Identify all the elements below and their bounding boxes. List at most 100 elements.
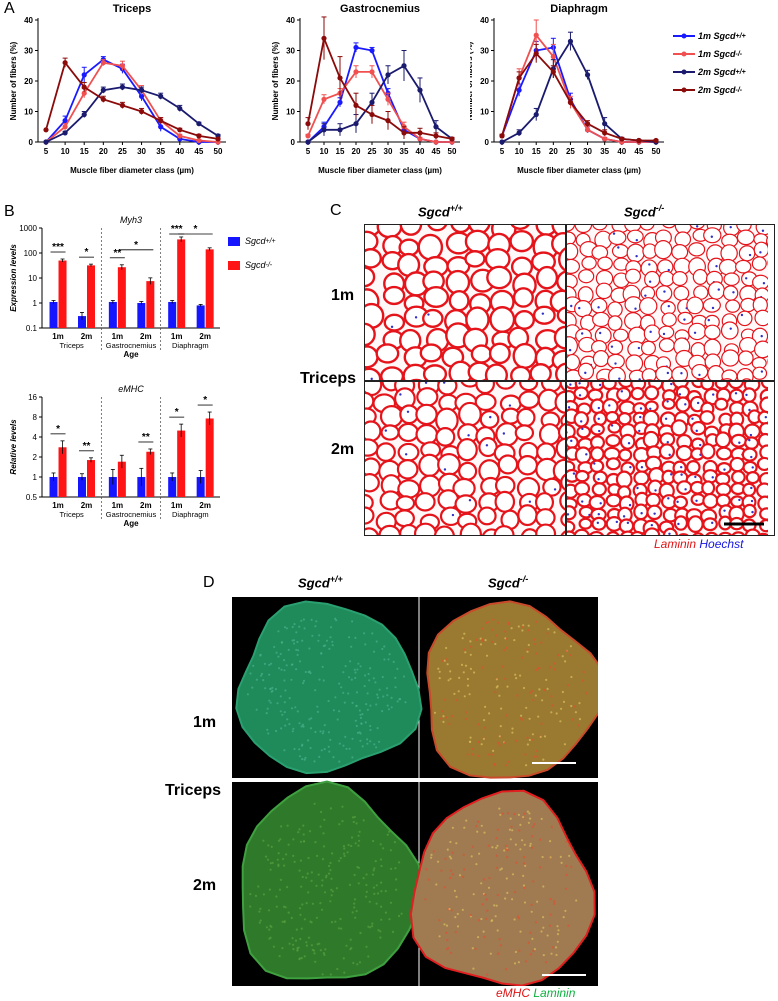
x-tick-label: 40 xyxy=(617,147,626,156)
data-point xyxy=(449,136,455,142)
y-tick-label: 30 xyxy=(480,47,489,56)
y-tick-label: 10 xyxy=(480,108,489,117)
y-axis-label: Relative levels xyxy=(9,419,18,475)
significance-label: ** xyxy=(83,441,91,452)
age-tick-label: 2m xyxy=(81,332,93,341)
data-point xyxy=(138,87,145,93)
micrograph-border xyxy=(364,224,775,536)
bar xyxy=(168,477,177,497)
panel-d-side-triceps: Triceps xyxy=(165,782,222,799)
x-tick-label: 20 xyxy=(99,147,108,156)
y-tick-label: 0 xyxy=(485,138,490,147)
series-2 xyxy=(43,59,221,145)
y-tick-label: 10 xyxy=(286,108,295,117)
legend-item-4: 2m Sgcd -/- xyxy=(672,81,778,99)
bar xyxy=(146,281,155,328)
panel-c-side-triceps: Triceps xyxy=(300,370,357,387)
data-point xyxy=(636,137,642,144)
y-tick-label: 40 xyxy=(286,16,295,25)
data-point xyxy=(337,99,343,105)
panel-d-row-1m: 1m xyxy=(193,714,217,731)
series-line xyxy=(307,46,452,143)
series-3 xyxy=(499,31,659,145)
bar xyxy=(117,461,126,497)
x-axis-label: Muscle fiber diameter class (µm) xyxy=(517,166,641,175)
section-1m-wt xyxy=(235,600,423,775)
x-tick-label: 15 xyxy=(532,147,541,156)
legend-item-1: 1m Sgcd +/+ xyxy=(672,27,778,45)
micrograph-1m-ko xyxy=(567,224,768,380)
x-axis-label: Muscle fiber diameter class (µm) xyxy=(318,166,442,175)
data-point xyxy=(100,87,106,93)
chart-title: Gastrocnemius xyxy=(340,3,420,15)
chart-title: Diaphragm xyxy=(550,3,608,15)
x-tick-label: 15 xyxy=(80,147,89,156)
significance-label: * xyxy=(193,224,197,235)
micrograph-separator xyxy=(232,778,598,782)
data-point xyxy=(196,137,202,144)
bar xyxy=(108,301,117,328)
y-tick-label: 8 xyxy=(33,413,38,422)
x-tick-label: 15 xyxy=(336,147,345,156)
x-tick-label: 20 xyxy=(549,147,558,156)
bar xyxy=(78,477,86,497)
data-point xyxy=(567,99,574,105)
data-point xyxy=(369,69,375,75)
group-label: Gastrocnemius xyxy=(106,510,157,519)
series-2 xyxy=(305,65,455,145)
x-tick-label: 30 xyxy=(583,147,592,156)
data-point xyxy=(516,87,522,93)
x-tick-label: 25 xyxy=(118,147,127,156)
data-point xyxy=(43,139,49,145)
series-3 xyxy=(43,83,221,145)
y-tick-label: 100 xyxy=(24,249,38,258)
data-point xyxy=(119,84,126,90)
panel-d-col-wt-label: Sgcd+/+ xyxy=(298,574,343,591)
y-tick-label: 40 xyxy=(480,16,489,25)
age-tick-label: 1m xyxy=(112,501,124,510)
x-tick-label: 50 xyxy=(214,147,223,156)
significance-label: *** xyxy=(52,242,64,253)
x-tick-label: 5 xyxy=(44,147,49,156)
y-tick-label: 4 xyxy=(33,433,38,442)
x-tick-label: 10 xyxy=(61,147,70,156)
data-point xyxy=(401,130,407,136)
panel-c-stain-legend: Laminin Hoechst xyxy=(654,537,744,551)
legend-b-item-2: Sgcd -/- xyxy=(228,253,324,277)
x-tick-label: 30 xyxy=(384,147,393,156)
data-point xyxy=(177,105,183,112)
data-point xyxy=(653,137,659,144)
series-4 xyxy=(43,57,221,142)
panel-d-col-ko-label: Sgcd-/- xyxy=(488,574,529,591)
data-point xyxy=(499,139,505,145)
significance-label: ** xyxy=(142,432,150,443)
series-line xyxy=(501,52,656,142)
data-point xyxy=(62,118,68,124)
y-tick-label: 0 xyxy=(29,138,34,147)
group-label: Triceps xyxy=(60,341,85,350)
data-point xyxy=(369,47,375,54)
data-point xyxy=(100,96,106,102)
data-point xyxy=(81,84,87,90)
panel-c-col-ko-label: Sgcd-/- xyxy=(624,203,665,220)
data-point xyxy=(353,44,359,51)
age-tick-label: 1m xyxy=(171,332,183,341)
significance-label: * xyxy=(56,424,60,435)
group-label: Diaphragm xyxy=(172,510,209,519)
age-tick-label: 1m xyxy=(52,332,64,341)
panel-d-row-2m: 2m xyxy=(193,877,217,894)
data-point xyxy=(401,63,407,69)
bar xyxy=(117,267,126,328)
data-point xyxy=(602,130,608,136)
data-point xyxy=(215,136,221,142)
data-point xyxy=(533,111,539,118)
age-tick-label: 2m xyxy=(140,501,152,510)
y-tick-label: 20 xyxy=(480,77,489,86)
data-point xyxy=(533,32,539,38)
x-tick-label: 35 xyxy=(600,147,609,156)
data-point xyxy=(43,127,49,133)
age-tick-label: 1m xyxy=(112,332,124,341)
bar xyxy=(205,418,214,497)
series-line xyxy=(501,39,657,143)
